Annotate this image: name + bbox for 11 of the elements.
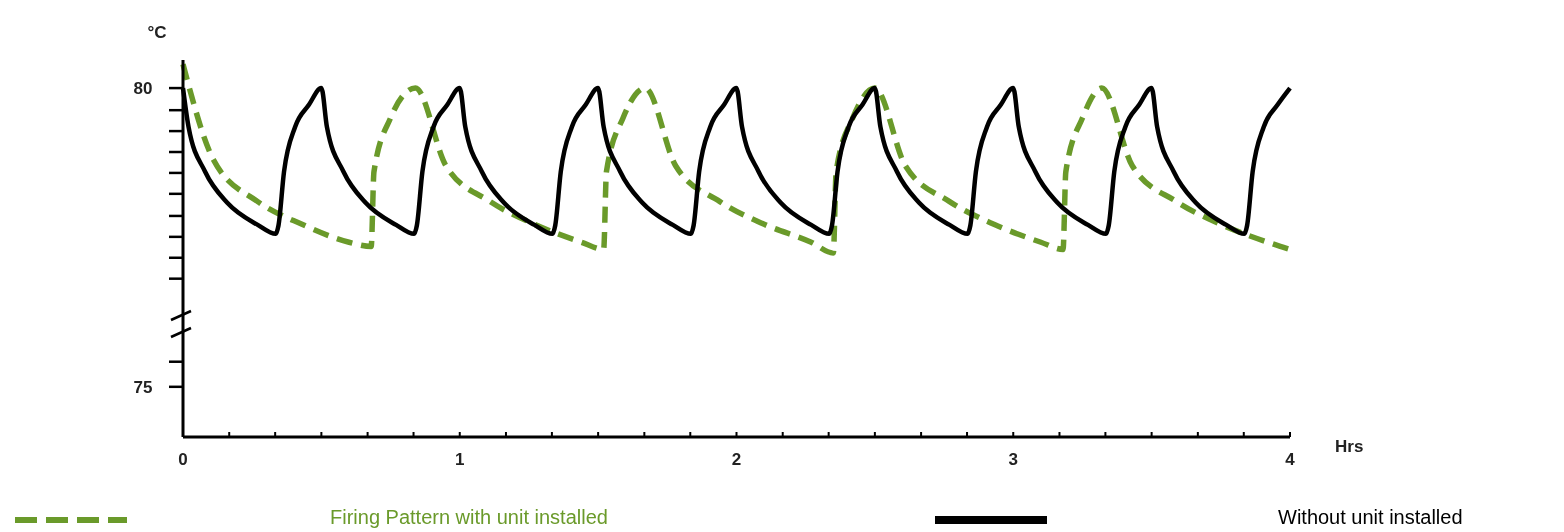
y-axis-title: °C — [147, 23, 167, 42]
x-tick-label: 4 — [1285, 450, 1296, 469]
text: Firing Pattern with unit installed — [330, 506, 608, 528]
x-axis-title: Hrs — [1335, 437, 1364, 456]
x-tick-label: 2 — [731, 450, 742, 469]
x-tick-label: 3 — [1008, 450, 1018, 469]
y-tick-label: 80 — [133, 79, 153, 99]
y-tick-label: 75 — [133, 377, 153, 397]
x-tick-label: 1 — [455, 450, 465, 469]
x-tick-label: 0 — [178, 450, 188, 469]
text: Without unit installed — [1278, 506, 1463, 528]
